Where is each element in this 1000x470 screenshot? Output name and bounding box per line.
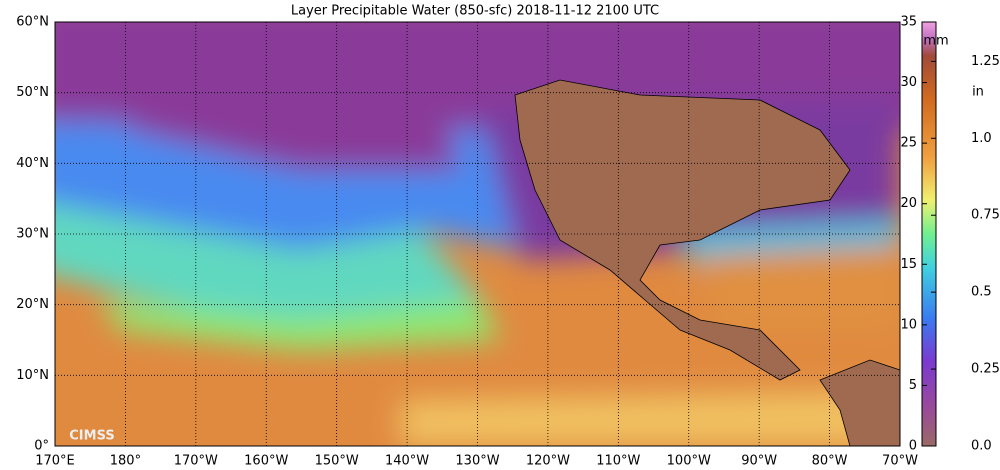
- lon-label: 90°W: [741, 454, 777, 469]
- lat-label: 30°N: [16, 227, 49, 242]
- logo: CIMSS: [69, 429, 114, 444]
- lon-label: 170°E: [35, 454, 75, 469]
- lon-label: 140°W: [385, 454, 429, 469]
- mm-tick-label: 5: [909, 378, 917, 393]
- mm-tick-label: 15: [900, 257, 917, 272]
- unit-mm: mm: [923, 34, 948, 49]
- lon-label: 120°W: [526, 454, 570, 469]
- unit-in: in: [972, 85, 984, 100]
- in-tick-label: 0.75: [971, 208, 1000, 223]
- lon-label: 100°W: [667, 454, 711, 469]
- lon-label: 180°: [110, 454, 141, 469]
- colorbar: [921, 21, 937, 447]
- lon-label: 130°W: [455, 454, 499, 469]
- in-tick-label: 0.5: [971, 285, 992, 300]
- in-tick-label: 0.0: [971, 439, 992, 454]
- lat-label: 10°N: [16, 368, 49, 383]
- mm-tick-label: 25: [900, 136, 917, 151]
- mm-tick-label: 0: [909, 439, 917, 454]
- mm-tick-label: 30: [900, 75, 917, 90]
- map-frame: [54, 21, 901, 447]
- lat-label: 40°N: [16, 156, 49, 171]
- lon-label: 110°W: [596, 454, 640, 469]
- in-tick-label: 1.25: [971, 54, 1000, 69]
- title: Layer Precipitable Water (850-sfc) 2018-…: [291, 4, 659, 19]
- lon-label: 80°W: [812, 454, 848, 469]
- mm-tick-label: 20: [900, 196, 917, 211]
- in-tick-label: 1.0: [971, 131, 992, 146]
- mm-tick-label: 10: [900, 317, 917, 332]
- lat-label: 20°N: [16, 297, 49, 312]
- lon-label: 150°W: [315, 454, 359, 469]
- lat-label: 0°: [34, 439, 49, 454]
- map-image: [55, 22, 900, 446]
- lon-label: 170°W: [174, 454, 218, 469]
- lon-label: 160°W: [244, 454, 288, 469]
- lat-label: 60°N: [16, 15, 49, 30]
- lat-label: 50°N: [16, 85, 49, 100]
- mm-tick-label: 35: [900, 15, 917, 30]
- lon-label: 70°W: [882, 454, 918, 469]
- in-tick-label: 0.25: [971, 362, 1000, 377]
